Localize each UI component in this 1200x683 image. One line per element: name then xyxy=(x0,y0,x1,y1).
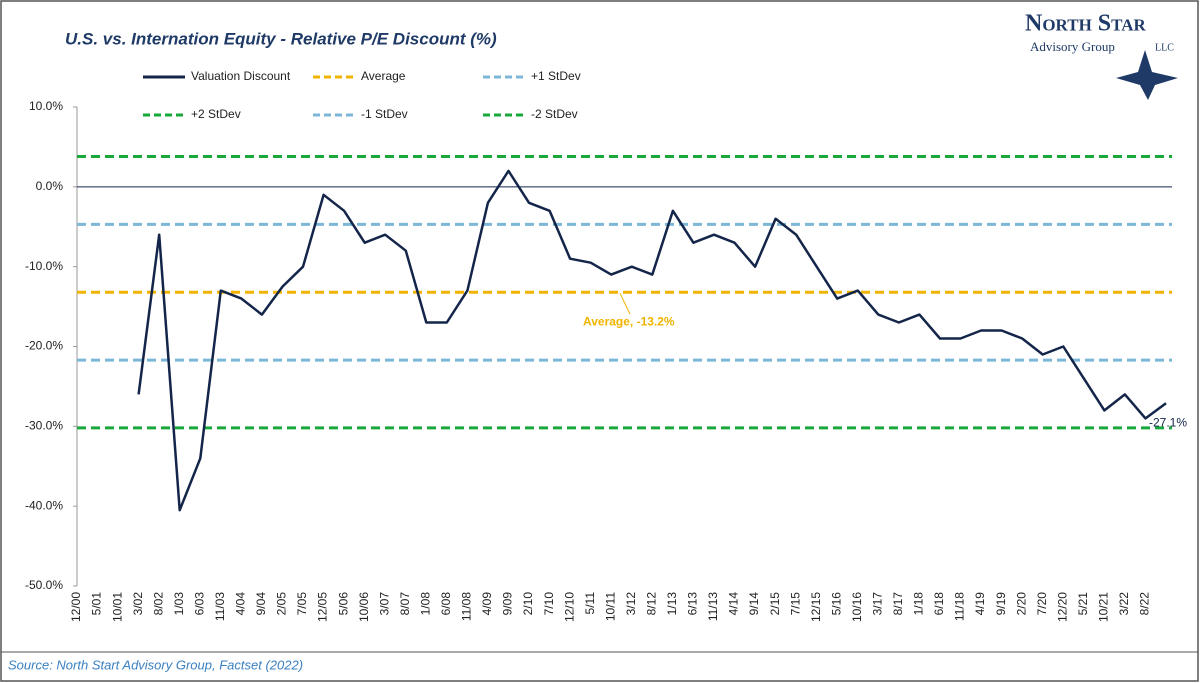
x-tick-label: 2/15 xyxy=(768,592,782,616)
y-tick-label: 10.0% xyxy=(29,99,63,113)
x-tick-label: 3/07 xyxy=(377,592,391,616)
x-tick-label: 5/21 xyxy=(1076,592,1090,616)
x-tick-label: 10/06 xyxy=(357,592,371,622)
x-tick-label: 7/20 xyxy=(1035,592,1049,616)
x-tick-label: 8/07 xyxy=(398,592,412,616)
x-tick-label: 11/13 xyxy=(706,592,720,621)
data-label: -27.1% xyxy=(1149,415,1187,429)
x-tick-label: 5/01 xyxy=(90,592,104,616)
x-tick-label: 3/12 xyxy=(624,592,638,616)
annotation: Average, -13.2% xyxy=(583,314,675,328)
x-tick-label: 6/18 xyxy=(932,592,946,616)
x-tick-label: 3/22 xyxy=(1117,592,1131,616)
x-tick-label: 10/11 xyxy=(603,592,617,621)
x-tick-label: 3/02 xyxy=(131,592,145,616)
x-tick-label: 6/13 xyxy=(686,592,700,616)
x-tick-label: 9/09 xyxy=(501,592,515,616)
x-tick-label: 1/08 xyxy=(418,592,432,616)
x-tick-label: 3/17 xyxy=(871,592,885,616)
chart-title: U.S. vs. Internation Equity - Relative P… xyxy=(65,29,497,48)
y-tick-label: -10.0% xyxy=(25,259,63,273)
x-tick-label: 2/05 xyxy=(275,592,289,616)
x-tick-label: 2/20 xyxy=(1014,592,1028,616)
legend-label: Average xyxy=(361,69,406,83)
x-tick-label: 12/05 xyxy=(316,592,330,622)
x-tick-label: 6/08 xyxy=(439,592,453,616)
x-tick-label: 8/12 xyxy=(644,592,658,616)
legend-label: -1 StDev xyxy=(361,107,408,121)
x-tick-label: 4/19 xyxy=(973,592,987,616)
legend-label: -2 StDev xyxy=(531,107,578,121)
y-tick-label: -20.0% xyxy=(25,339,63,353)
y-tick-label: -40.0% xyxy=(25,498,63,512)
x-tick-label: 4/14 xyxy=(727,592,741,616)
legend-label: +1 StDev xyxy=(531,69,581,83)
line xyxy=(137,169,1167,512)
x-tick-label: 7/05 xyxy=(295,592,309,616)
x-tick-label: 5/11 xyxy=(583,592,597,615)
x-tick-label: 6/03 xyxy=(192,592,206,616)
logo-suffix: LLC xyxy=(1155,42,1174,53)
x-tick-label: 1/03 xyxy=(172,592,186,616)
x-tick-label: 12/10 xyxy=(562,592,576,622)
legend-label: Valuation Discount xyxy=(191,69,291,83)
logo-subtitle: Advisory Group xyxy=(1030,39,1115,54)
x-tick-label: 7/10 xyxy=(542,592,556,616)
x-tick-label: 7/15 xyxy=(788,592,802,616)
x-tick-label: 12/00 xyxy=(69,592,83,622)
x-tick-label: 12/20 xyxy=(1055,592,1069,622)
x-tick-label: 9/04 xyxy=(254,592,268,616)
annotation-leader xyxy=(619,292,631,315)
logo-star xyxy=(1116,50,1178,100)
x-tick-label: 4/09 xyxy=(480,592,494,616)
x-tick-label: 1/13 xyxy=(665,592,679,616)
x-tick-label: 10/21 xyxy=(1097,592,1111,622)
x-tick-label: 9/14 xyxy=(747,592,761,616)
y-tick-label: 0.0% xyxy=(36,179,64,193)
x-tick-label: 5/06 xyxy=(336,592,350,616)
x-tick-label: 8/22 xyxy=(1138,592,1152,616)
legend-label: +2 StDev xyxy=(191,107,241,121)
x-tick-label: 10/16 xyxy=(850,592,864,622)
x-tick-label: 2/10 xyxy=(521,592,535,616)
x-tick-label: 11/18 xyxy=(953,592,967,621)
x-tick-label: 1/18 xyxy=(912,592,926,616)
x-tick-label: 11/08 xyxy=(460,592,474,621)
y-tick-label: -30.0% xyxy=(25,419,63,433)
x-tick-label: 12/15 xyxy=(809,592,823,622)
x-tick-label: 4/04 xyxy=(234,592,248,616)
x-tick-label: 10/01 xyxy=(110,592,124,622)
x-tick-label: 5/16 xyxy=(829,592,843,616)
x-tick-label: 8/02 xyxy=(151,592,165,616)
x-tick-label: 11/03 xyxy=(213,592,227,621)
source: Source: North Start Advisory Group, Fact… xyxy=(8,657,303,672)
y-tick-label: -50.0% xyxy=(25,578,63,592)
x-tick-label: 9/19 xyxy=(994,592,1008,616)
logo-name: North Star xyxy=(1025,11,1146,37)
x-tick-label: 8/17 xyxy=(891,592,905,616)
logo: North Star Advisory Group LLC xyxy=(1025,11,1178,100)
